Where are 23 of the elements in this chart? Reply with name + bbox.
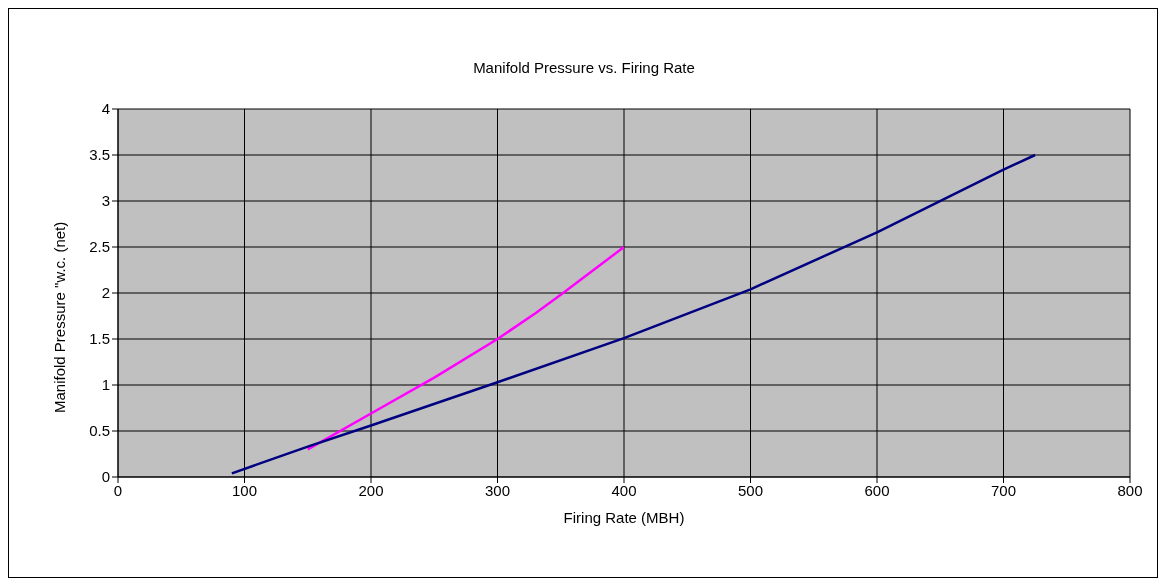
y-axis-title: Manifold Pressure "w.c. (net) <box>51 221 69 413</box>
x-tick-label: 500 <box>737 481 764 499</box>
x-tick-label: 100 <box>231 481 258 499</box>
y-tick-label: 1.5 <box>89 330 110 348</box>
line-series <box>230 153 1037 475</box>
y-tick-label: 2 <box>101 284 110 302</box>
x-tick-label: 200 <box>358 481 384 499</box>
x-tick-label: 300 <box>484 481 511 499</box>
y-tick-label: 0 <box>101 468 110 486</box>
x-tick-label: 0 <box>113 481 123 499</box>
x-tick-label: 800 <box>1117 481 1143 499</box>
x-axis-title: Firing Rate (MBH) <box>563 509 685 526</box>
line-series <box>306 245 626 451</box>
y-tick-label: 4 <box>101 100 110 118</box>
x-tick-label: 400 <box>611 481 637 499</box>
x-tick-label: 700 <box>990 481 1017 499</box>
chart-title: Manifold Pressure vs. Firing Rate <box>472 59 696 76</box>
y-tick-label: 2.5 <box>89 238 110 256</box>
y-tick-label: 0.5 <box>89 422 110 440</box>
y-tick-label: 3 <box>101 192 110 210</box>
x-tick-label: 600 <box>864 481 890 499</box>
y-tick-label: 1 <box>101 376 110 394</box>
y-tick-label: 3.5 <box>89 146 110 164</box>
